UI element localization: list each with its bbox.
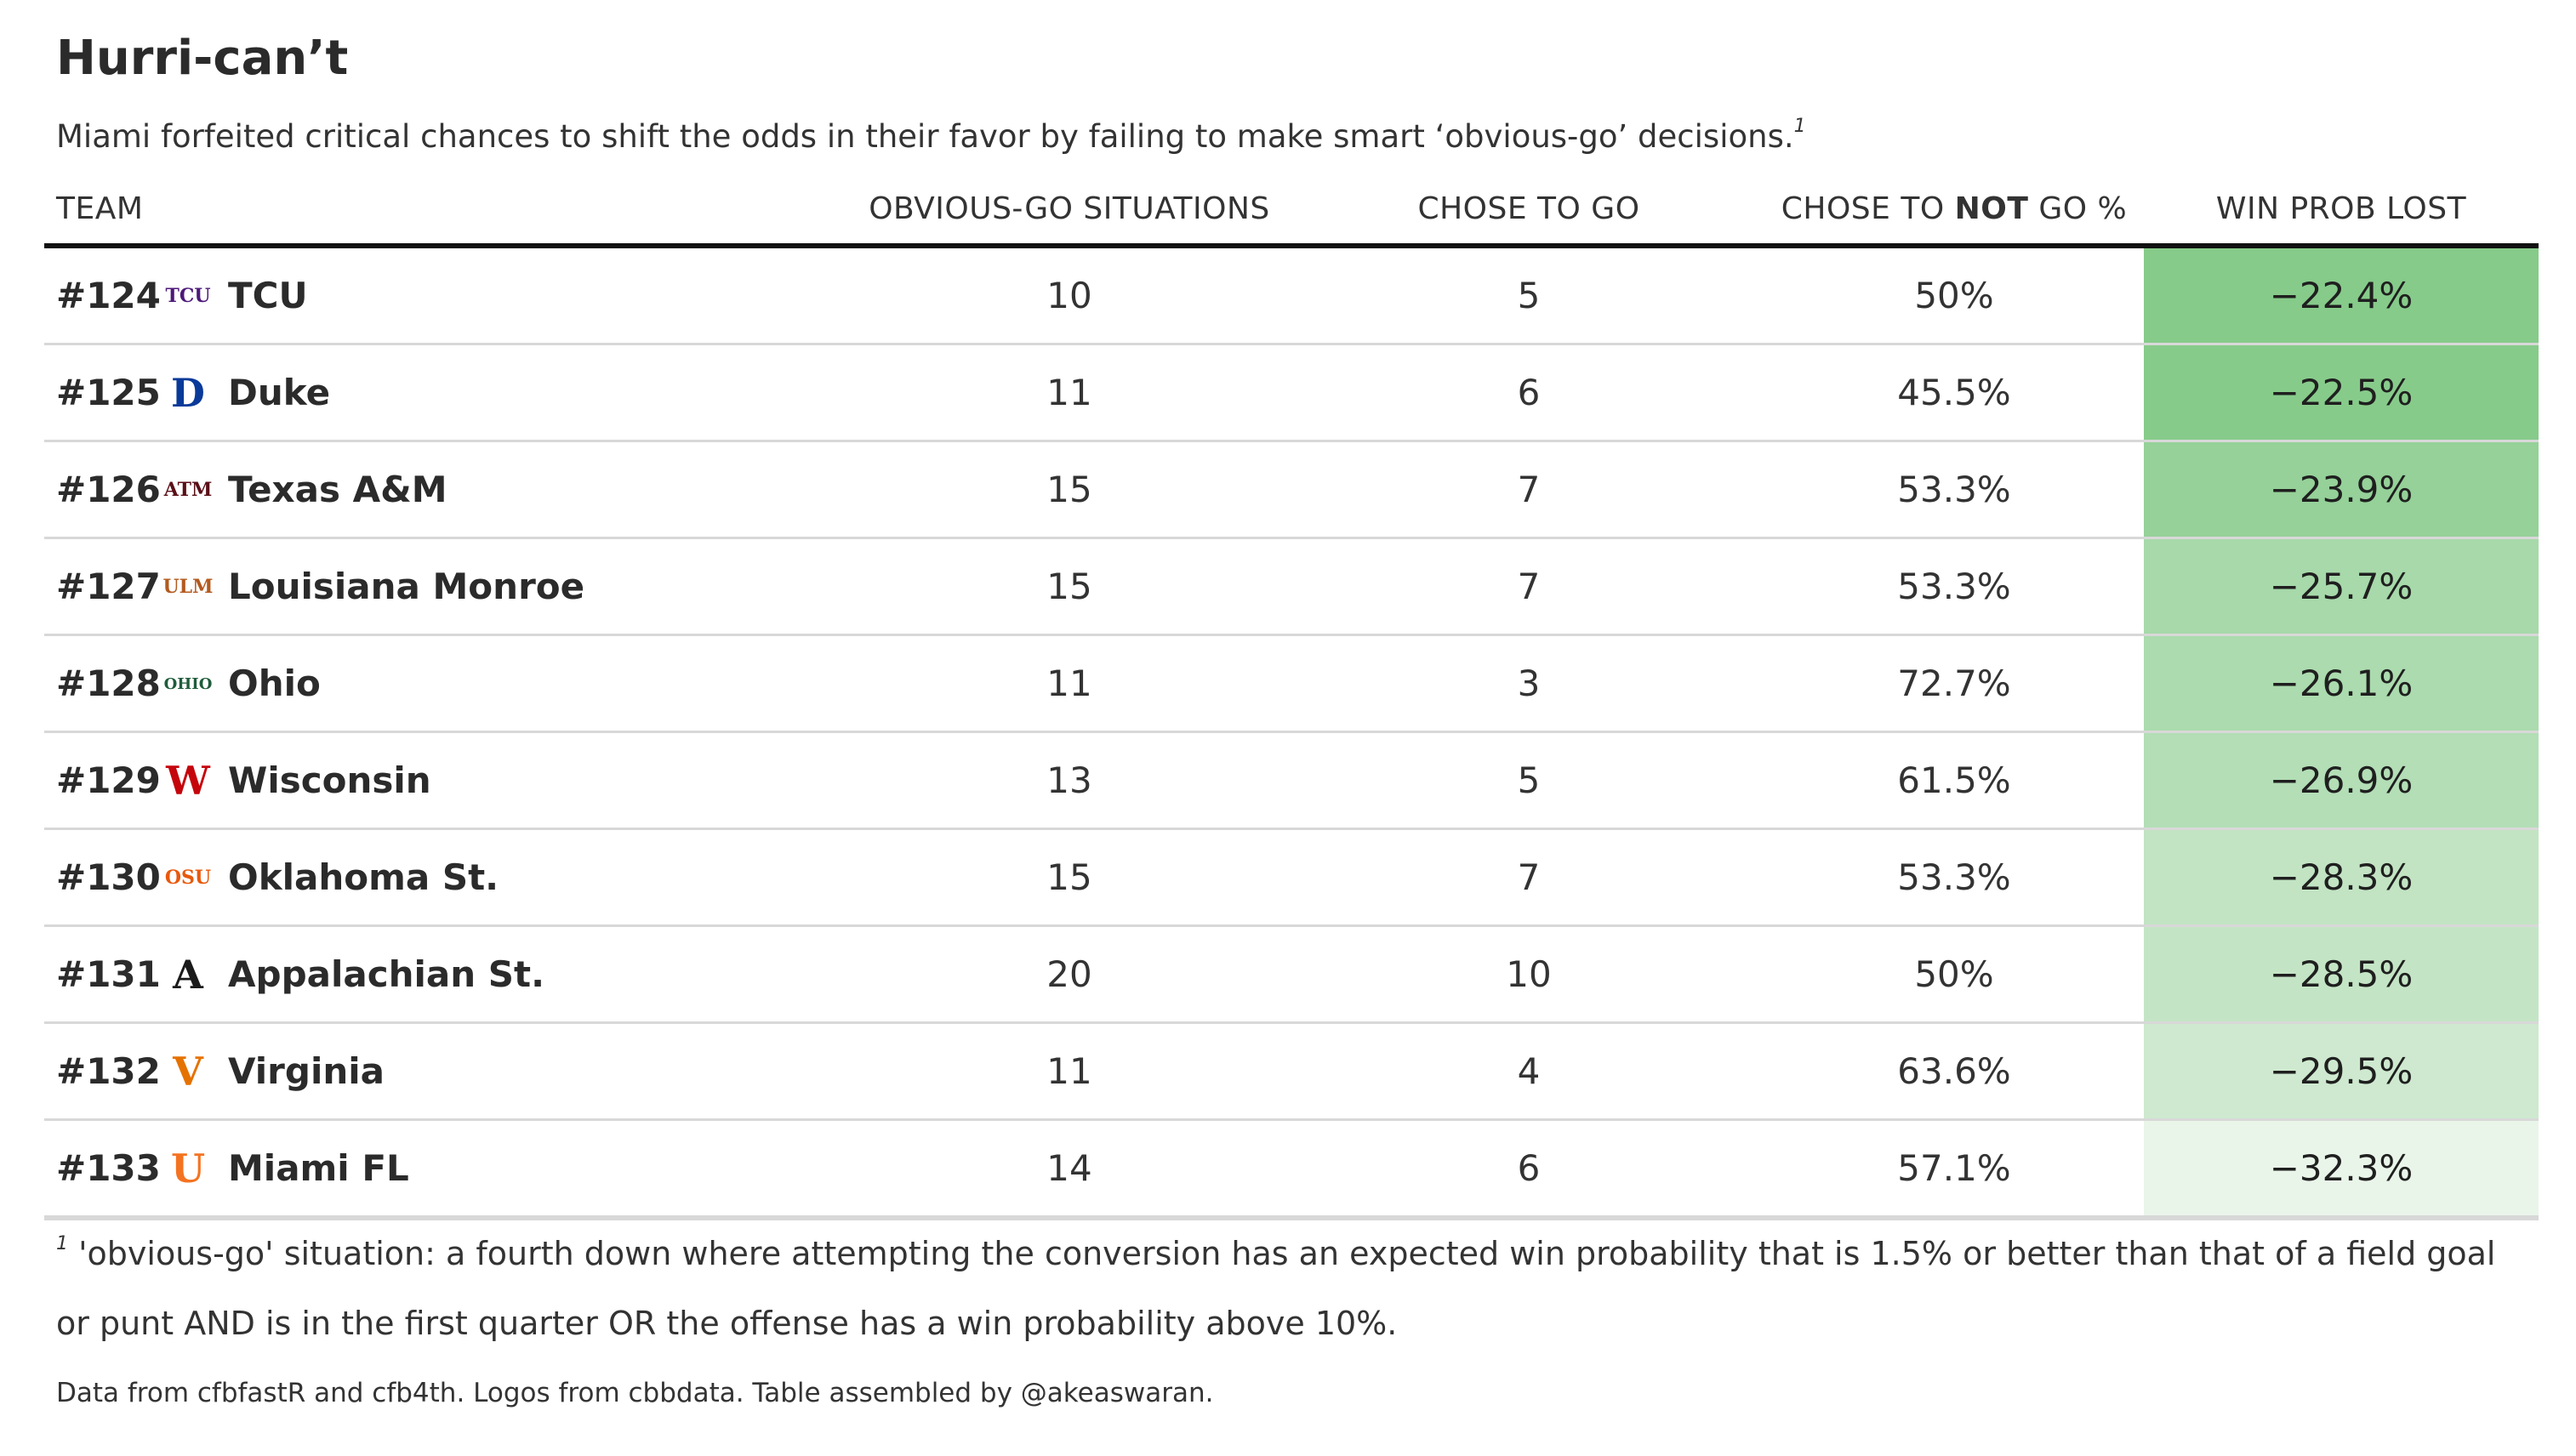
win-prob-lost-cell: −29.5% bbox=[2144, 1024, 2539, 1118]
table-row: #133 U Miami FL 14 6 57.1% −32.3% bbox=[44, 1121, 2539, 1220]
team-rank: #126 bbox=[56, 469, 161, 510]
obvious-go-count: 15 bbox=[1046, 856, 1092, 898]
team-rank: #124 bbox=[56, 275, 161, 316]
header-chose-not-go-pre: CHOSE TO bbox=[1781, 191, 1955, 226]
table-row: #132 V Virginia 11 4 63.6% −29.5% bbox=[44, 1024, 2539, 1121]
obvious-go-count: 11 bbox=[1046, 372, 1092, 413]
subtitle-footnote-marker: 1 bbox=[1793, 116, 1806, 137]
team-rank: #129 bbox=[56, 759, 161, 801]
header-chose-not-go: CHOSE TO NOT GO % bbox=[1737, 185, 2171, 245]
team-rank: #132 bbox=[56, 1050, 161, 1092]
obvious-go-count: 14 bbox=[1046, 1147, 1092, 1189]
win-prob-lost-cell: −23.9% bbox=[2144, 442, 2539, 537]
win-prob-lost-cell: −25.7% bbox=[2144, 539, 2539, 634]
team-rank: #130 bbox=[56, 856, 161, 898]
team-rank: #125 bbox=[56, 372, 161, 413]
header-team: TEAM bbox=[56, 191, 144, 226]
table-row: #125 D Duke 11 6 45.5% −22.5% bbox=[44, 345, 2539, 442]
team-name: Ohio bbox=[228, 663, 321, 704]
subtitle-text: Miami forfeited critical chances to shif… bbox=[56, 118, 1794, 155]
chose-to-go-count: 3 bbox=[1517, 663, 1541, 704]
chose-to-go-count: 5 bbox=[1517, 275, 1541, 316]
footnote-text: 'obvious-go' situation: a fourth down wh… bbox=[56, 1235, 2496, 1342]
duke-logo-icon: D bbox=[171, 370, 205, 416]
chose-to-go-count: 7 bbox=[1517, 566, 1541, 607]
chose-to-go-count: 5 bbox=[1517, 759, 1541, 801]
miami-u-logo-icon: U bbox=[170, 1146, 206, 1192]
team-name: Virginia bbox=[228, 1050, 385, 1092]
chose-to-go-count: 6 bbox=[1517, 1147, 1541, 1189]
obvious-go-count: 15 bbox=[1046, 566, 1092, 607]
obvious-go-count: 10 bbox=[1046, 275, 1092, 316]
table-row: #130 OSU Oklahoma St. 15 7 53.3% −28.3% bbox=[44, 830, 2539, 927]
obvious-go-count: 11 bbox=[1046, 1050, 1092, 1092]
team-name: TCU bbox=[228, 275, 308, 316]
team-rank: #131 bbox=[56, 953, 161, 995]
team-name: Wisconsin bbox=[228, 759, 431, 801]
footnote-marker: 1 bbox=[56, 1233, 68, 1254]
win-prob-lost-cell: −26.1% bbox=[2144, 636, 2539, 731]
obvious-go-count: 15 bbox=[1046, 469, 1092, 510]
table-row: #129 W Wisconsin 13 5 61.5% −26.9% bbox=[44, 733, 2539, 830]
chose-not-go-pct: 50% bbox=[1914, 275, 1994, 316]
texas-am-logo-icon: ATM bbox=[163, 479, 213, 501]
tcu-logo-icon: TCU bbox=[165, 285, 211, 307]
header-chose-to-go: CHOSE TO GO bbox=[1417, 191, 1640, 226]
chose-not-go-pct: 61.5% bbox=[1897, 759, 2011, 801]
win-prob-lost-cell: −26.9% bbox=[2144, 733, 2539, 828]
chose-to-go-count: 7 bbox=[1517, 469, 1541, 510]
footnote: 1 'obvious-go' situation: a fourth down … bbox=[56, 1209, 2523, 1358]
win-prob-lost-cell: −22.5% bbox=[2144, 345, 2539, 440]
team-name: Oklahoma St. bbox=[228, 856, 499, 898]
header-obvious-go: OBVIOUS-GO SITUATIONS bbox=[869, 191, 1270, 226]
wisconsin-logo-icon: W bbox=[166, 758, 210, 804]
obvious-go-count: 11 bbox=[1046, 663, 1092, 704]
win-prob-lost-cell: −28.5% bbox=[2144, 927, 2539, 1021]
oklahoma-st-logo-icon: OSU bbox=[164, 867, 212, 889]
chose-to-go-count: 4 bbox=[1517, 1050, 1541, 1092]
chose-not-go-pct: 57.1% bbox=[1897, 1147, 2011, 1189]
table-row: #131 A Appalachian St. 20 10 50% −28.5% bbox=[44, 927, 2539, 1024]
team-name: Duke bbox=[228, 372, 331, 413]
chose-not-go-pct: 63.6% bbox=[1897, 1050, 2011, 1092]
chose-not-go-pct: 53.3% bbox=[1897, 856, 2011, 898]
column-header-row: TEAM OBVIOUS-GO SITUATIONS CHOSE TO GO C… bbox=[44, 185, 2539, 245]
source-credit: Data from cfbfastR and cfb4th. Logos fro… bbox=[56, 1378, 1214, 1408]
team-rank: #128 bbox=[56, 663, 161, 704]
team-name: Miami FL bbox=[228, 1147, 409, 1189]
chose-to-go-count: 10 bbox=[1506, 953, 1552, 995]
table-row: #128 OHIO Ohio 11 3 72.7% −26.1% bbox=[44, 636, 2539, 733]
header-rule bbox=[44, 243, 2539, 248]
ulm-logo-icon: ULM bbox=[162, 576, 214, 598]
table-subtitle: Miami forfeited critical chances to shif… bbox=[56, 116, 1806, 155]
win-prob-lost-cell: −28.3% bbox=[2144, 830, 2539, 924]
table-title: Hurri-can’t bbox=[56, 31, 349, 86]
chose-not-go-pct: 53.3% bbox=[1897, 469, 2011, 510]
chose-not-go-pct: 45.5% bbox=[1897, 372, 2011, 413]
chose-to-go-count: 7 bbox=[1517, 856, 1541, 898]
chose-not-go-pct: 50% bbox=[1914, 953, 1994, 995]
team-name: Appalachian St. bbox=[228, 953, 545, 995]
header-win-prob-lost: WIN PROB LOST bbox=[2215, 191, 2467, 226]
chose-to-go-count: 6 bbox=[1517, 372, 1541, 413]
table-row: #126 ATM Texas A&M 15 7 53.3% −23.9% bbox=[44, 442, 2539, 539]
table-row: #127 ULM Louisiana Monroe 15 7 53.3% −25.7% bbox=[44, 539, 2539, 636]
chose-not-go-pct: 72.7% bbox=[1897, 663, 2011, 704]
chose-not-go-pct: 53.3% bbox=[1897, 566, 2011, 607]
ohio-bobcat-logo-icon: OHIO bbox=[163, 674, 213, 693]
table-row: #124 TCU TCU 10 5 50% −22.4% bbox=[44, 248, 2539, 345]
win-prob-lost-cell: −22.4% bbox=[2144, 248, 2539, 343]
virginia-logo-icon: V bbox=[173, 1049, 203, 1095]
obvious-go-count: 13 bbox=[1046, 759, 1092, 801]
obvious-go-count: 20 bbox=[1046, 953, 1092, 995]
win-prob-lost-cell: −32.3% bbox=[2144, 1121, 2539, 1215]
team-name: Texas A&M bbox=[228, 469, 447, 510]
appalachian-st-logo-icon: A bbox=[173, 952, 203, 998]
team-rank: #133 bbox=[56, 1147, 161, 1189]
team-rank: #127 bbox=[56, 566, 161, 607]
header-chose-not-go-post: GO % bbox=[2028, 191, 2128, 226]
team-name: Louisiana Monroe bbox=[228, 566, 585, 607]
header-chose-not-go-bold: NOT bbox=[1954, 191, 2029, 226]
